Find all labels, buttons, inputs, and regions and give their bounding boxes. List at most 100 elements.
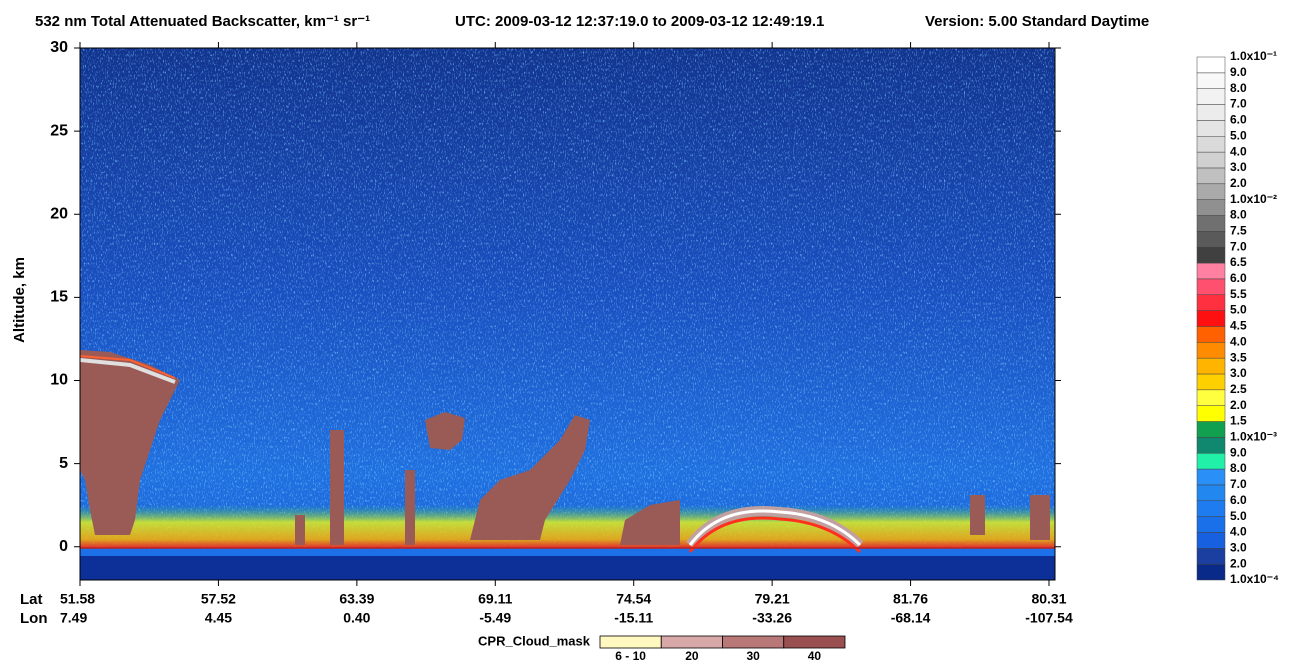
cloud-mask-label: 40 xyxy=(808,649,822,663)
colorbar-label: 6.0 xyxy=(1230,113,1247,127)
colorbar-swatch xyxy=(1196,421,1226,438)
colorbar-swatch xyxy=(1196,516,1226,533)
colorbar-swatch xyxy=(1196,167,1226,185)
chart-title: 532 nm Total Attenuated Backscatter, km⁻… xyxy=(35,13,370,30)
plot-area xyxy=(80,48,1055,580)
colorbar-swatch xyxy=(1196,72,1226,89)
colorbar-label: 3.5 xyxy=(1230,350,1247,364)
colorbar-label: 1.0x10⁻³ xyxy=(1230,430,1277,444)
colorbar-swatch xyxy=(1196,56,1226,74)
y-tick-label: 10 xyxy=(50,372,68,389)
plot-frame xyxy=(79,47,1056,581)
lat-label: 74.54 xyxy=(616,591,651,607)
lat-label: 51.58 xyxy=(60,591,95,607)
colorbar-label: 7.5 xyxy=(1230,224,1247,238)
colorbar-label: 4.0 xyxy=(1230,144,1247,158)
colorbar-label: 4.0 xyxy=(1230,334,1247,348)
colorbar-swatch xyxy=(1196,88,1226,105)
colorbar-swatch xyxy=(1196,199,1226,216)
y-tick-label: 0 xyxy=(59,538,68,555)
colorbar-swatch xyxy=(1196,500,1226,517)
colorbar-label: 9.0 xyxy=(1230,65,1247,79)
colorbar-swatch xyxy=(1196,437,1226,454)
y-tick-label: 5 xyxy=(59,455,68,472)
colorbar-swatch xyxy=(1196,120,1226,137)
lon-label: 7.49 xyxy=(60,610,87,626)
lat-label: 57.52 xyxy=(201,591,236,607)
lon-label: 0.40 xyxy=(343,610,370,626)
colorbar-label: 8.0 xyxy=(1230,81,1247,95)
colorbar-label: 7.0 xyxy=(1230,239,1247,253)
colorbar-swatch xyxy=(1196,357,1226,375)
y-tick-label: 20 xyxy=(50,205,68,222)
colorbar-label: 1.0x10⁻⁴ xyxy=(1230,572,1279,586)
colorbar-swatch xyxy=(1196,484,1226,502)
cloud-mask-swatch xyxy=(660,635,723,649)
lon-label: -5.49 xyxy=(479,610,511,626)
colorbar-swatch xyxy=(1196,452,1226,470)
lon-label: -68.14 xyxy=(891,610,931,626)
lat-label: 79.21 xyxy=(755,591,790,607)
colorbar-swatch xyxy=(1196,262,1226,280)
colorbar-label: 5.0 xyxy=(1230,303,1247,317)
colorbar-swatch xyxy=(1196,294,1226,311)
cloud-mask-title: CPR_Cloud_mask xyxy=(478,633,591,648)
colorbar-label: 2.0 xyxy=(1230,176,1247,190)
x-row-label: Lon xyxy=(20,610,48,627)
colorbar-swatch xyxy=(1196,389,1226,406)
colorbar-label: 3.0 xyxy=(1230,160,1247,174)
lat-label: 69.11 xyxy=(478,591,512,607)
lat-label: 63.39 xyxy=(339,591,374,607)
colorbar-label: 3.0 xyxy=(1230,540,1247,554)
cloud-mask-swatch xyxy=(722,635,785,649)
colorbar-swatch xyxy=(1196,326,1226,343)
lon-label: 4.45 xyxy=(205,610,232,626)
version-label: Version: 5.00 Standard Daytime xyxy=(925,13,1149,30)
colorbar-swatch xyxy=(1196,278,1226,295)
colorbar-swatch xyxy=(1196,231,1226,248)
colorbar-swatch xyxy=(1196,135,1226,153)
colorbar-swatch xyxy=(1196,151,1226,169)
x-row-label: Lat xyxy=(20,591,43,608)
colorbar-label: 4.5 xyxy=(1230,319,1247,333)
colorbar-label: 8.0 xyxy=(1230,208,1247,222)
colorbar-label: 1.0x10⁻² xyxy=(1230,192,1277,206)
cloud-mask-label: 6 - 10 xyxy=(615,649,646,663)
colorbar-label: 6.0 xyxy=(1230,271,1247,285)
colorbar-swatch xyxy=(1196,468,1226,486)
colorbar-label: 5.5 xyxy=(1230,287,1247,301)
colorbar-label: 1.0x10⁻¹ xyxy=(1230,49,1277,63)
colorbar-swatch xyxy=(1196,563,1226,581)
cloud-mask-label: 30 xyxy=(746,649,760,663)
lat-label: 81.76 xyxy=(893,591,928,607)
colorbar-label: 7.0 xyxy=(1230,477,1247,491)
colorbar-label: 4.0 xyxy=(1230,525,1247,539)
y-axis-label: Altitude, km xyxy=(11,257,28,343)
colorbar-label: 2.5 xyxy=(1230,382,1247,396)
y-tick-label: 15 xyxy=(50,289,68,306)
colorbar-label: 5.0 xyxy=(1230,509,1247,523)
y-tick-label: 25 xyxy=(50,122,68,139)
y-tick-label: 30 xyxy=(50,39,68,56)
colorbar-swatch xyxy=(1196,215,1226,232)
lat-label: 80.31 xyxy=(1031,591,1066,607)
cloud-mask-swatch xyxy=(599,635,662,649)
colorbar-label: 6.5 xyxy=(1230,255,1247,269)
colorbar-swatch xyxy=(1196,548,1226,565)
lon-label: -107.54 xyxy=(1025,610,1073,626)
colorbar-label: 9.0 xyxy=(1230,445,1247,459)
colorbar-label: 1.5 xyxy=(1230,414,1247,428)
lon-label: -33.26 xyxy=(752,610,792,626)
colorbar-swatch xyxy=(1196,246,1226,264)
colorbar-label: 2.0 xyxy=(1230,556,1247,570)
colorbar-label: 2.0 xyxy=(1230,398,1247,412)
colorbar-label: 7.0 xyxy=(1230,97,1247,111)
cloud-mask-label: 20 xyxy=(685,649,699,663)
lon-label: -15.11 xyxy=(614,610,653,626)
colorbar-label: 6.0 xyxy=(1230,493,1247,507)
colorbar-swatch xyxy=(1196,532,1226,549)
colorbar-swatch xyxy=(1196,183,1226,200)
cloud-mask-swatch xyxy=(783,635,846,649)
chart-subtitle: UTC: 2009-03-12 12:37:19.0 to 2009-03-12… xyxy=(455,13,824,30)
